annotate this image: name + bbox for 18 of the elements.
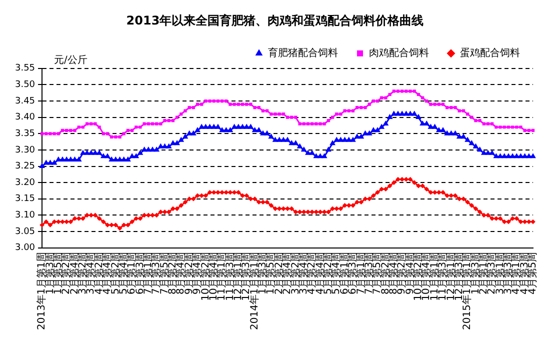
y-tick-label: 3.50 <box>14 80 36 90</box>
y-axis-title: 元/公斤 <box>54 54 88 66</box>
y-tick-label: 3.00 <box>14 243 36 254</box>
y-tick-label: 3.35 <box>14 128 36 139</box>
y-tick-label: 3.20 <box>14 178 36 188</box>
legend-label: 蛋鸡配合饲料 <box>460 46 520 59</box>
y-tick-label: 3.15 <box>14 194 36 204</box>
y-tick-label: 3.05 <box>14 226 36 237</box>
chart-title: 2013年以来全国育肥猪、肉鸡和蛋鸡配合饲料价格曲线 <box>126 13 424 28</box>
y-tick-label: 3.45 <box>14 96 36 106</box>
y-tick-label: 3.40 <box>14 112 36 123</box>
y-tick-label: 3.25 <box>14 162 36 172</box>
y-tick-label: 3.55 <box>14 64 36 74</box>
legend-label: 育肥猪配合饲料 <box>268 46 338 59</box>
x-tick-label: 4月第5周 <box>526 252 539 295</box>
y-tick-label: 3.30 <box>14 145 36 156</box>
legend-label: 肉鸡配合饲料 <box>369 46 429 59</box>
y-tick-label: 3.10 <box>14 210 36 221</box>
